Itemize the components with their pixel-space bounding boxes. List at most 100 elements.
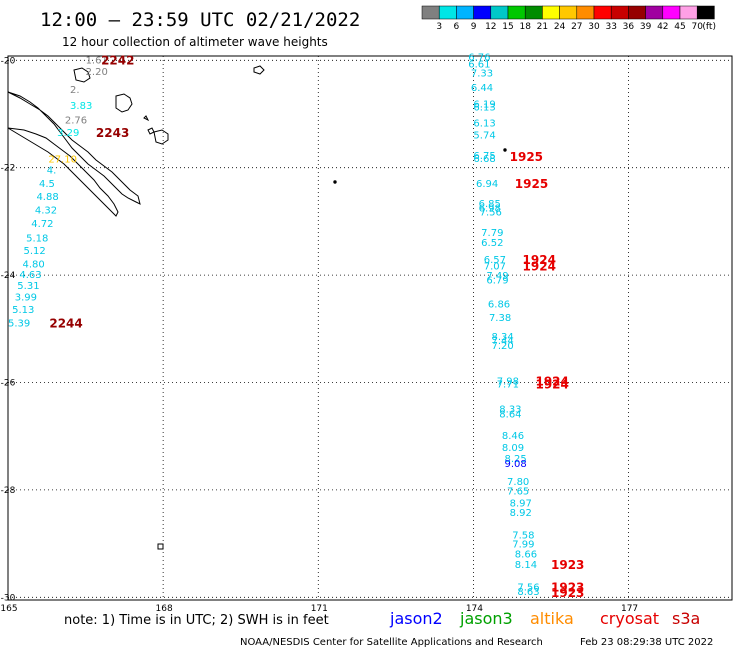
wave-height-value: 8.14	[515, 560, 537, 571]
wave-height-value: 7.44	[492, 336, 514, 347]
wave-height-value: 6.79	[486, 275, 508, 286]
lat-label: -26	[1, 379, 16, 389]
lat-label: -22	[1, 164, 16, 174]
colorbar-label: 30	[588, 22, 600, 32]
colorbar-swatch	[473, 5, 492, 20]
lat-label: -28	[1, 486, 16, 496]
pass-time-label: 2244	[49, 316, 82, 330]
coastline	[7, 65, 507, 550]
wave-height-value: 6.44	[471, 83, 493, 94]
wave-height-value: 7.38	[489, 313, 511, 324]
colorbar-swatch	[421, 5, 440, 20]
wave-height-value: 8.09	[502, 443, 524, 454]
wave-height-value: 4.5	[39, 179, 55, 190]
wave-height-value: 3.99	[15, 293, 37, 304]
wave-height-value: 2.20	[86, 67, 108, 78]
wave-height-value: 6.76	[468, 53, 490, 64]
colorbar-label: 42	[657, 22, 668, 32]
satellite-legend: jason2 jason3 altika cryosat s3a	[389, 609, 700, 628]
wave-height-value: 7.99	[512, 540, 534, 551]
colorbar-label: 39	[640, 22, 652, 32]
lat-label: -30	[1, 593, 16, 603]
pass-time-label: 2242	[101, 53, 134, 67]
colorbar-swatch	[628, 5, 646, 20]
wave-height-value: 6.68	[473, 154, 495, 165]
colorbar-unit: (ft)	[702, 22, 716, 32]
longitude-labels: 165 168 171 174 177	[0, 604, 638, 614]
wave-height-value: 3.83	[70, 101, 92, 112]
colorbar-label: 33	[605, 22, 616, 32]
wave-height-value: 4.32	[35, 206, 57, 217]
wave-height-value: 7.49	[486, 271, 508, 282]
wave-height-value: 7.20	[492, 341, 514, 352]
wave-height-value: 5.12	[24, 246, 46, 257]
colorbar-label: 18	[519, 22, 531, 32]
wave-height-value: 7.07	[484, 262, 506, 273]
colorbar-swatch	[662, 5, 681, 20]
wave-height-value: 8.33	[499, 404, 521, 415]
wave-height-value: 1.61	[86, 55, 108, 66]
colorbar-swatch	[524, 5, 543, 20]
wave-height-value: 7.58	[512, 531, 534, 542]
legend-entry: jason3	[459, 609, 513, 628]
wave-height-value: 8.25	[504, 454, 526, 465]
wave-height-value: 7.65	[507, 487, 529, 498]
wave-height-value: 7.80	[507, 477, 529, 488]
wave-height-value: 5.74	[473, 130, 495, 141]
wave-height-value: 6.98	[479, 204, 501, 215]
colorbar-label: 6	[454, 22, 460, 32]
wave-height-value: 7.79	[481, 228, 503, 239]
grande-terre-outline	[7, 127, 119, 217]
wave-height-value: 5.39	[8, 318, 30, 329]
colorbar-label: 70	[691, 22, 703, 32]
pass-time-label: 1925	[510, 150, 543, 164]
ouvea-island	[73, 67, 91, 83]
small-island-2	[333, 180, 337, 184]
west-track: 1.612.20 2. 3.83 2.76 3.29 27.104. 4.5 4.88 4.32…	[8, 53, 134, 330]
pass-time-label: 1923	[551, 586, 584, 600]
lat-label: -20	[1, 56, 16, 66]
legend-entry: s3a	[672, 609, 700, 628]
wave-height-value: 6.13	[473, 119, 495, 130]
pass-time-label: 1924	[535, 378, 568, 392]
wave-height-value: 6.19	[473, 99, 495, 110]
pass-time-label: 1924	[535, 374, 568, 388]
colorbar-swatch	[696, 5, 715, 20]
lon-label: 165	[0, 604, 17, 614]
colorbar-label: 9	[471, 22, 477, 32]
lon-label: 177	[621, 604, 638, 614]
wave-height-value: 7.33	[471, 69, 493, 80]
colorbar-swatch	[576, 5, 595, 20]
colorbar-label: 27	[571, 22, 582, 32]
colorbar-label: 3	[436, 22, 442, 32]
colorbar-swatch	[490, 5, 509, 20]
loyalty-island-1	[115, 93, 133, 113]
colorbar-label: 45	[674, 22, 685, 32]
wave-height-value: 7.71	[497, 380, 519, 391]
note-text: note: 1) Time is in UTC; 2) SWH is in fe…	[64, 613, 329, 628]
colorbar-swatch	[438, 5, 457, 20]
wave-height-value: 6.75	[473, 151, 495, 162]
legend-entry: cryosat	[600, 609, 659, 628]
small-island-1	[253, 65, 265, 75]
wave-height-value: 5.18	[26, 234, 48, 245]
wave-height-value: 8.66	[515, 549, 537, 560]
pass-time-label: 1924	[523, 253, 556, 267]
loyalty-island-2	[153, 129, 169, 145]
wave-height-value: 6.13	[473, 103, 495, 114]
footer-timestamp: Feb 23 08:29:38 UTC 2022	[580, 637, 713, 648]
new-caledonia-outline	[7, 91, 141, 205]
wave-height-value: 3.29	[57, 128, 79, 139]
wave-height-value: 2.	[70, 85, 80, 96]
colorbar-label: 12	[485, 22, 496, 32]
wave-height-value: 8.34	[492, 332, 514, 343]
lon-label: 174	[466, 604, 483, 614]
wave-height-value: 8.92	[510, 508, 532, 519]
colorbar-swatch	[679, 5, 698, 20]
small-island-4	[157, 543, 164, 550]
colorbar-swatch	[542, 5, 560, 20]
map-subtitle: 12 hour collection of altimeter wave hei…	[62, 35, 328, 49]
colorbar-swatch	[610, 5, 629, 20]
wave-height-value: 6.86	[488, 300, 510, 311]
